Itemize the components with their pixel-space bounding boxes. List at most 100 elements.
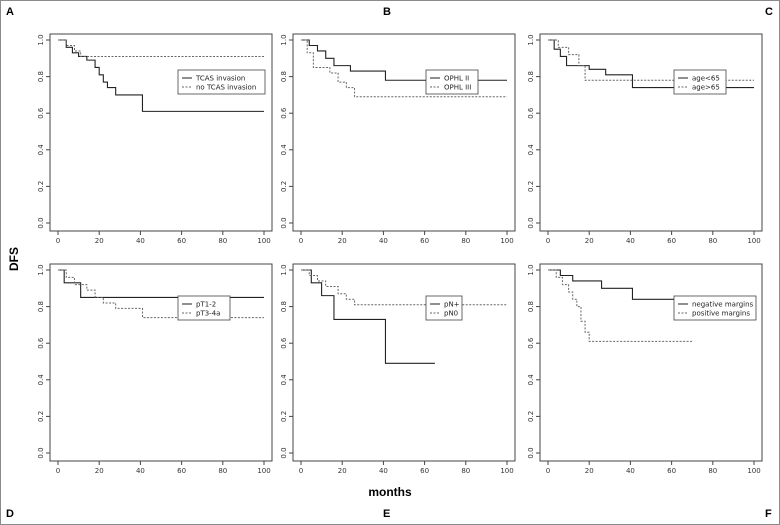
y-tick-label: 1.0	[37, 264, 45, 275]
legend-box	[425, 69, 479, 95]
x-tick-label: 60	[667, 237, 676, 245]
x-tick-label: 0	[546, 237, 550, 245]
y-tick-label: 0.0	[527, 447, 535, 458]
panel-letter-e: E	[383, 508, 391, 520]
x-tick-label: 80	[461, 237, 470, 245]
x-tick-label: 20	[338, 237, 347, 245]
legend-box	[673, 295, 757, 321]
x-tick-label: 100	[500, 237, 513, 245]
x-tick-label: 0	[56, 237, 60, 245]
km-panel-b: 0 20 40 60 80 100 0.0 0.2 0.4 0.6 0.8 1.0 OPHL IIOPH…	[280, 33, 516, 245]
series-line-dashed	[58, 269, 264, 319]
y-tick-label: 0.8	[527, 71, 535, 82]
legend-label: TCAS invasion	[195, 75, 245, 83]
y-tick-label: 0.0	[37, 447, 45, 458]
legend-label: pN+	[444, 301, 460, 309]
y-tick-label: 0.0	[527, 217, 535, 228]
y-tick-label: 0.8	[37, 301, 45, 312]
y-tick-label: 0.2	[527, 411, 535, 422]
series-line-solid	[301, 269, 435, 364]
y-tick-label: 1.0	[280, 34, 288, 45]
panel-letter-a: A	[6, 6, 14, 18]
legend-label: no TCAS invasion	[196, 84, 256, 92]
y-tick-label: 0.6	[37, 107, 45, 119]
x-tick-label: 40	[136, 467, 145, 475]
x-tick-label: 20	[95, 237, 104, 245]
y-tick-label: 0.2	[37, 181, 45, 192]
y-tick-label: 1.0	[280, 264, 288, 275]
plot-frame	[49, 263, 273, 462]
x-tick-label: 40	[136, 237, 145, 245]
x-tick-label: 20	[585, 467, 594, 475]
km-panel-e: 0 20 40 60 80 100 0.0 0.2 0.4 0.6 0.8 1.0 pN+pN0	[280, 263, 516, 475]
series-line-solid	[58, 39, 264, 112]
legend-label: age>65	[692, 84, 720, 92]
legend-label: pT3-4a	[196, 310, 220, 318]
y-tick-label: 0.2	[280, 181, 288, 192]
km-panel-c: 0 20 40 60 80 100 0.0 0.2 0.4 0.6 0.8 1.0 age<65age>…	[527, 33, 763, 245]
y-tick-label: 0.4	[527, 374, 535, 386]
y-tick-label: 1.0	[37, 34, 45, 45]
series-line-dashed	[301, 269, 507, 306]
x-tick-label: 40	[379, 467, 388, 475]
y-tick-label: 0.4	[280, 144, 288, 156]
x-tick-label: 100	[500, 467, 513, 475]
y-tick-label: 0.2	[527, 181, 535, 192]
y-tick-label: 0.6	[527, 337, 535, 349]
x-tick-label: 100	[257, 237, 270, 245]
km-panel-d: 0 20 40 60 80 100 0.0 0.2 0.4 0.6 0.8 1.0 pT1-2pT3-4…	[37, 263, 273, 475]
legend-label: OPHL III	[444, 84, 471, 92]
plot-frame	[49, 33, 273, 232]
legend-box	[425, 295, 463, 321]
x-tick-label: 60	[420, 237, 429, 245]
legend-label: pT1-2	[196, 301, 216, 309]
x-tick-label: 60	[177, 237, 186, 245]
legend-box	[673, 69, 727, 95]
y-tick-label: 0.8	[280, 301, 288, 312]
series-line-dashed	[58, 39, 264, 57]
y-tick-label: 0.8	[527, 301, 535, 312]
plot-frame	[292, 33, 516, 232]
legend-label: pN0	[444, 310, 458, 318]
x-tick-label: 80	[708, 467, 717, 475]
y-tick-label: 0.4	[527, 144, 535, 156]
series-line-dashed	[301, 39, 507, 98]
y-tick-label: 0.0	[37, 217, 45, 228]
x-tick-label: 0	[299, 467, 303, 475]
series-line-dashed	[548, 269, 693, 342]
y-tick-label: 0.6	[527, 107, 535, 119]
y-tick-label: 0.4	[37, 374, 45, 386]
y-tick-label: 0.0	[280, 217, 288, 228]
x-tick-label: 0	[299, 237, 303, 245]
plot-frame	[539, 33, 763, 232]
x-tick-label: 20	[95, 467, 104, 475]
x-tick-label: 60	[177, 467, 186, 475]
x-tick-label: 40	[626, 237, 635, 245]
y-tick-label: 0.2	[37, 411, 45, 422]
km-panel-f: 0 20 40 60 80 100 0.0 0.2 0.4 0.6 0.8 1.0 negative m…	[527, 263, 763, 475]
plot-frame	[539, 263, 763, 462]
panel-letter-c: C	[765, 6, 773, 18]
y-tick-label: 0.4	[280, 374, 288, 386]
x-tick-label: 0	[546, 467, 550, 475]
x-tick-label: 60	[667, 467, 676, 475]
y-tick-label: 0.4	[37, 144, 45, 156]
y-tick-label: 1.0	[527, 264, 535, 275]
y-tick-label: 1.0	[527, 34, 535, 45]
x-tick-label: 0	[56, 467, 60, 475]
legend-box	[177, 295, 231, 321]
panel-letter-d: D	[6, 508, 14, 520]
plot-frame	[292, 263, 516, 462]
panel-letter-b: B	[383, 6, 391, 18]
series-line-solid	[548, 39, 754, 89]
y-tick-label: 0.6	[37, 337, 45, 349]
legend-label: OPHL II	[444, 75, 469, 83]
y-tick-label: 0.8	[37, 71, 45, 82]
x-tick-label: 100	[257, 467, 270, 475]
panel-letter-f: F	[765, 508, 772, 520]
y-tick-label: 0.6	[280, 337, 288, 349]
y-tick-label: 0.0	[280, 447, 288, 458]
x-axis-label: months	[368, 485, 412, 499]
x-tick-label: 20	[338, 467, 347, 475]
